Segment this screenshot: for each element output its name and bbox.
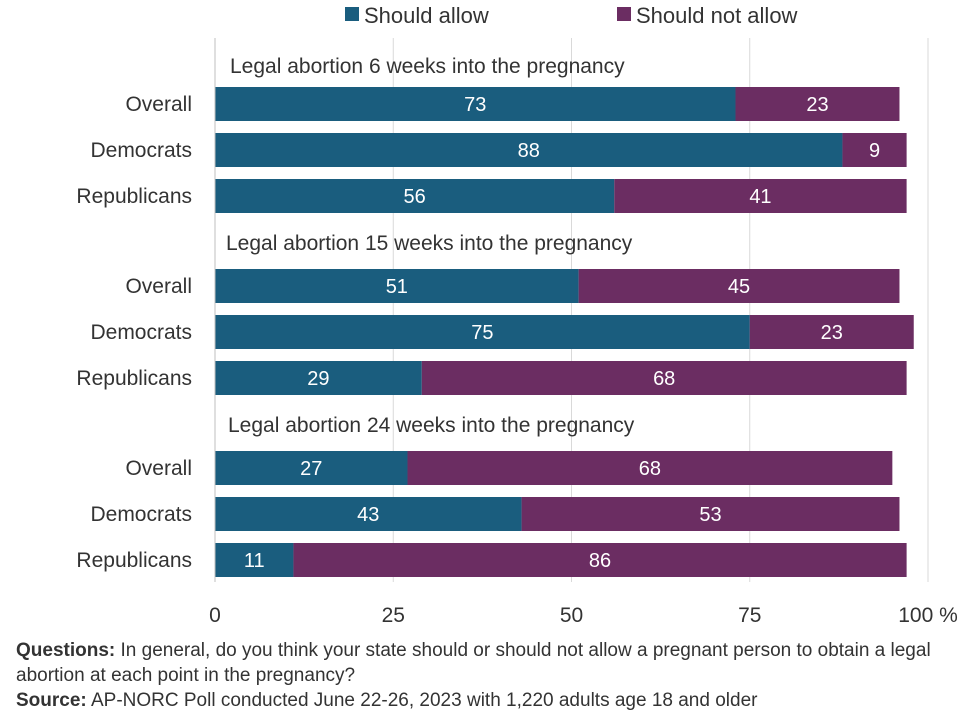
bar-should-allow — [215, 315, 750, 349]
data-label-should-allow: 88 — [518, 140, 540, 162]
bar-should-not-allow — [293, 543, 907, 577]
category-label: Overall — [125, 457, 192, 480]
data-label-should-allow: 75 — [471, 322, 493, 344]
data-label-should-not-allow: 68 — [653, 368, 675, 390]
data-label-should-not-allow: 41 — [749, 186, 771, 208]
bar-should-allow — [215, 543, 294, 577]
stacked-bar-chart: 0 25 50 75 100 % Should allow Should not allow… — [76, 3, 958, 627]
legend-swatch-should-not-allow — [617, 7, 631, 21]
group-title: Legal abortion 15 weeks into the pregnan… — [226, 232, 633, 255]
group-title: Legal abortion 6 weeks into the pregnanc… — [230, 55, 625, 78]
bar-should-not-allow — [521, 497, 900, 531]
x-tick-label: 75 — [738, 604, 761, 627]
data-label-should-not-allow: 86 — [589, 550, 611, 572]
x-tick-label: 25 — [382, 604, 405, 627]
bar-should-allow — [215, 133, 843, 167]
category-label: Republicans — [76, 185, 192, 208]
bar-should-not-allow — [614, 179, 907, 213]
data-label-should-not-allow: 53 — [699, 504, 721, 526]
data-label-should-not-allow: 9 — [869, 140, 880, 162]
legend-label-should-not-allow: Should not allow — [636, 3, 798, 28]
bar-should-not-allow — [407, 451, 893, 485]
category-label: Democrats — [90, 321, 192, 344]
x-tick-label: 100 % — [898, 604, 958, 627]
category-label: Overall — [125, 93, 192, 116]
data-label-should-allow: 56 — [404, 186, 426, 208]
data-label-should-allow: 11 — [244, 550, 265, 572]
bar-should-allow — [215, 451, 408, 485]
data-label-should-not-allow: 45 — [728, 276, 750, 298]
bar-should-allow — [215, 361, 422, 395]
legend-swatch-should-allow — [345, 7, 359, 21]
chart-notes: Questions: In general, do you think your… — [16, 638, 966, 713]
data-label-should-allow: 29 — [307, 368, 329, 390]
data-label-should-not-allow: 68 — [639, 458, 661, 480]
data-label-should-allow: 73 — [464, 94, 486, 116]
group-title: Legal abortion 24 weeks into the pregnan… — [228, 414, 635, 437]
data-label-should-allow: 27 — [300, 458, 322, 480]
bar-should-not-allow — [735, 87, 900, 121]
x-tick-label: 50 — [560, 604, 583, 627]
questions-note: Questions: In general, do you think your… — [16, 638, 966, 688]
legend-label-should-allow: Should allow — [364, 3, 489, 28]
category-label: Democrats — [90, 503, 192, 526]
bar-should-allow — [215, 87, 736, 121]
data-label-should-allow: 43 — [357, 504, 379, 526]
bar-should-allow — [215, 179, 615, 213]
data-label-should-not-allow: 23 — [806, 94, 828, 116]
source-text: AP-NORC Poll conducted June 22-26, 2023 … — [86, 690, 758, 711]
bar-should-not-allow — [749, 315, 914, 349]
data-label-should-allow: 51 — [386, 276, 408, 298]
questions-text: In general, do you think your state shou… — [16, 640, 931, 686]
data-label-should-not-allow: 23 — [821, 322, 843, 344]
category-label: Democrats — [90, 139, 192, 162]
category-label: Overall — [125, 275, 192, 298]
bar-should-not-allow — [421, 361, 907, 395]
x-tick-label: 0 — [209, 604, 221, 627]
source-note: Source: AP-NORC Poll conducted June 22-2… — [16, 688, 966, 713]
bar-should-not-allow — [842, 133, 907, 167]
questions-label: Questions: — [16, 640, 116, 661]
source-label: Source: — [16, 690, 87, 711]
bar-should-allow — [215, 497, 522, 531]
category-label: Republicans — [76, 549, 192, 572]
bar-should-allow — [215, 269, 579, 303]
bar-should-not-allow — [578, 269, 900, 303]
category-label: Republicans — [76, 367, 192, 390]
